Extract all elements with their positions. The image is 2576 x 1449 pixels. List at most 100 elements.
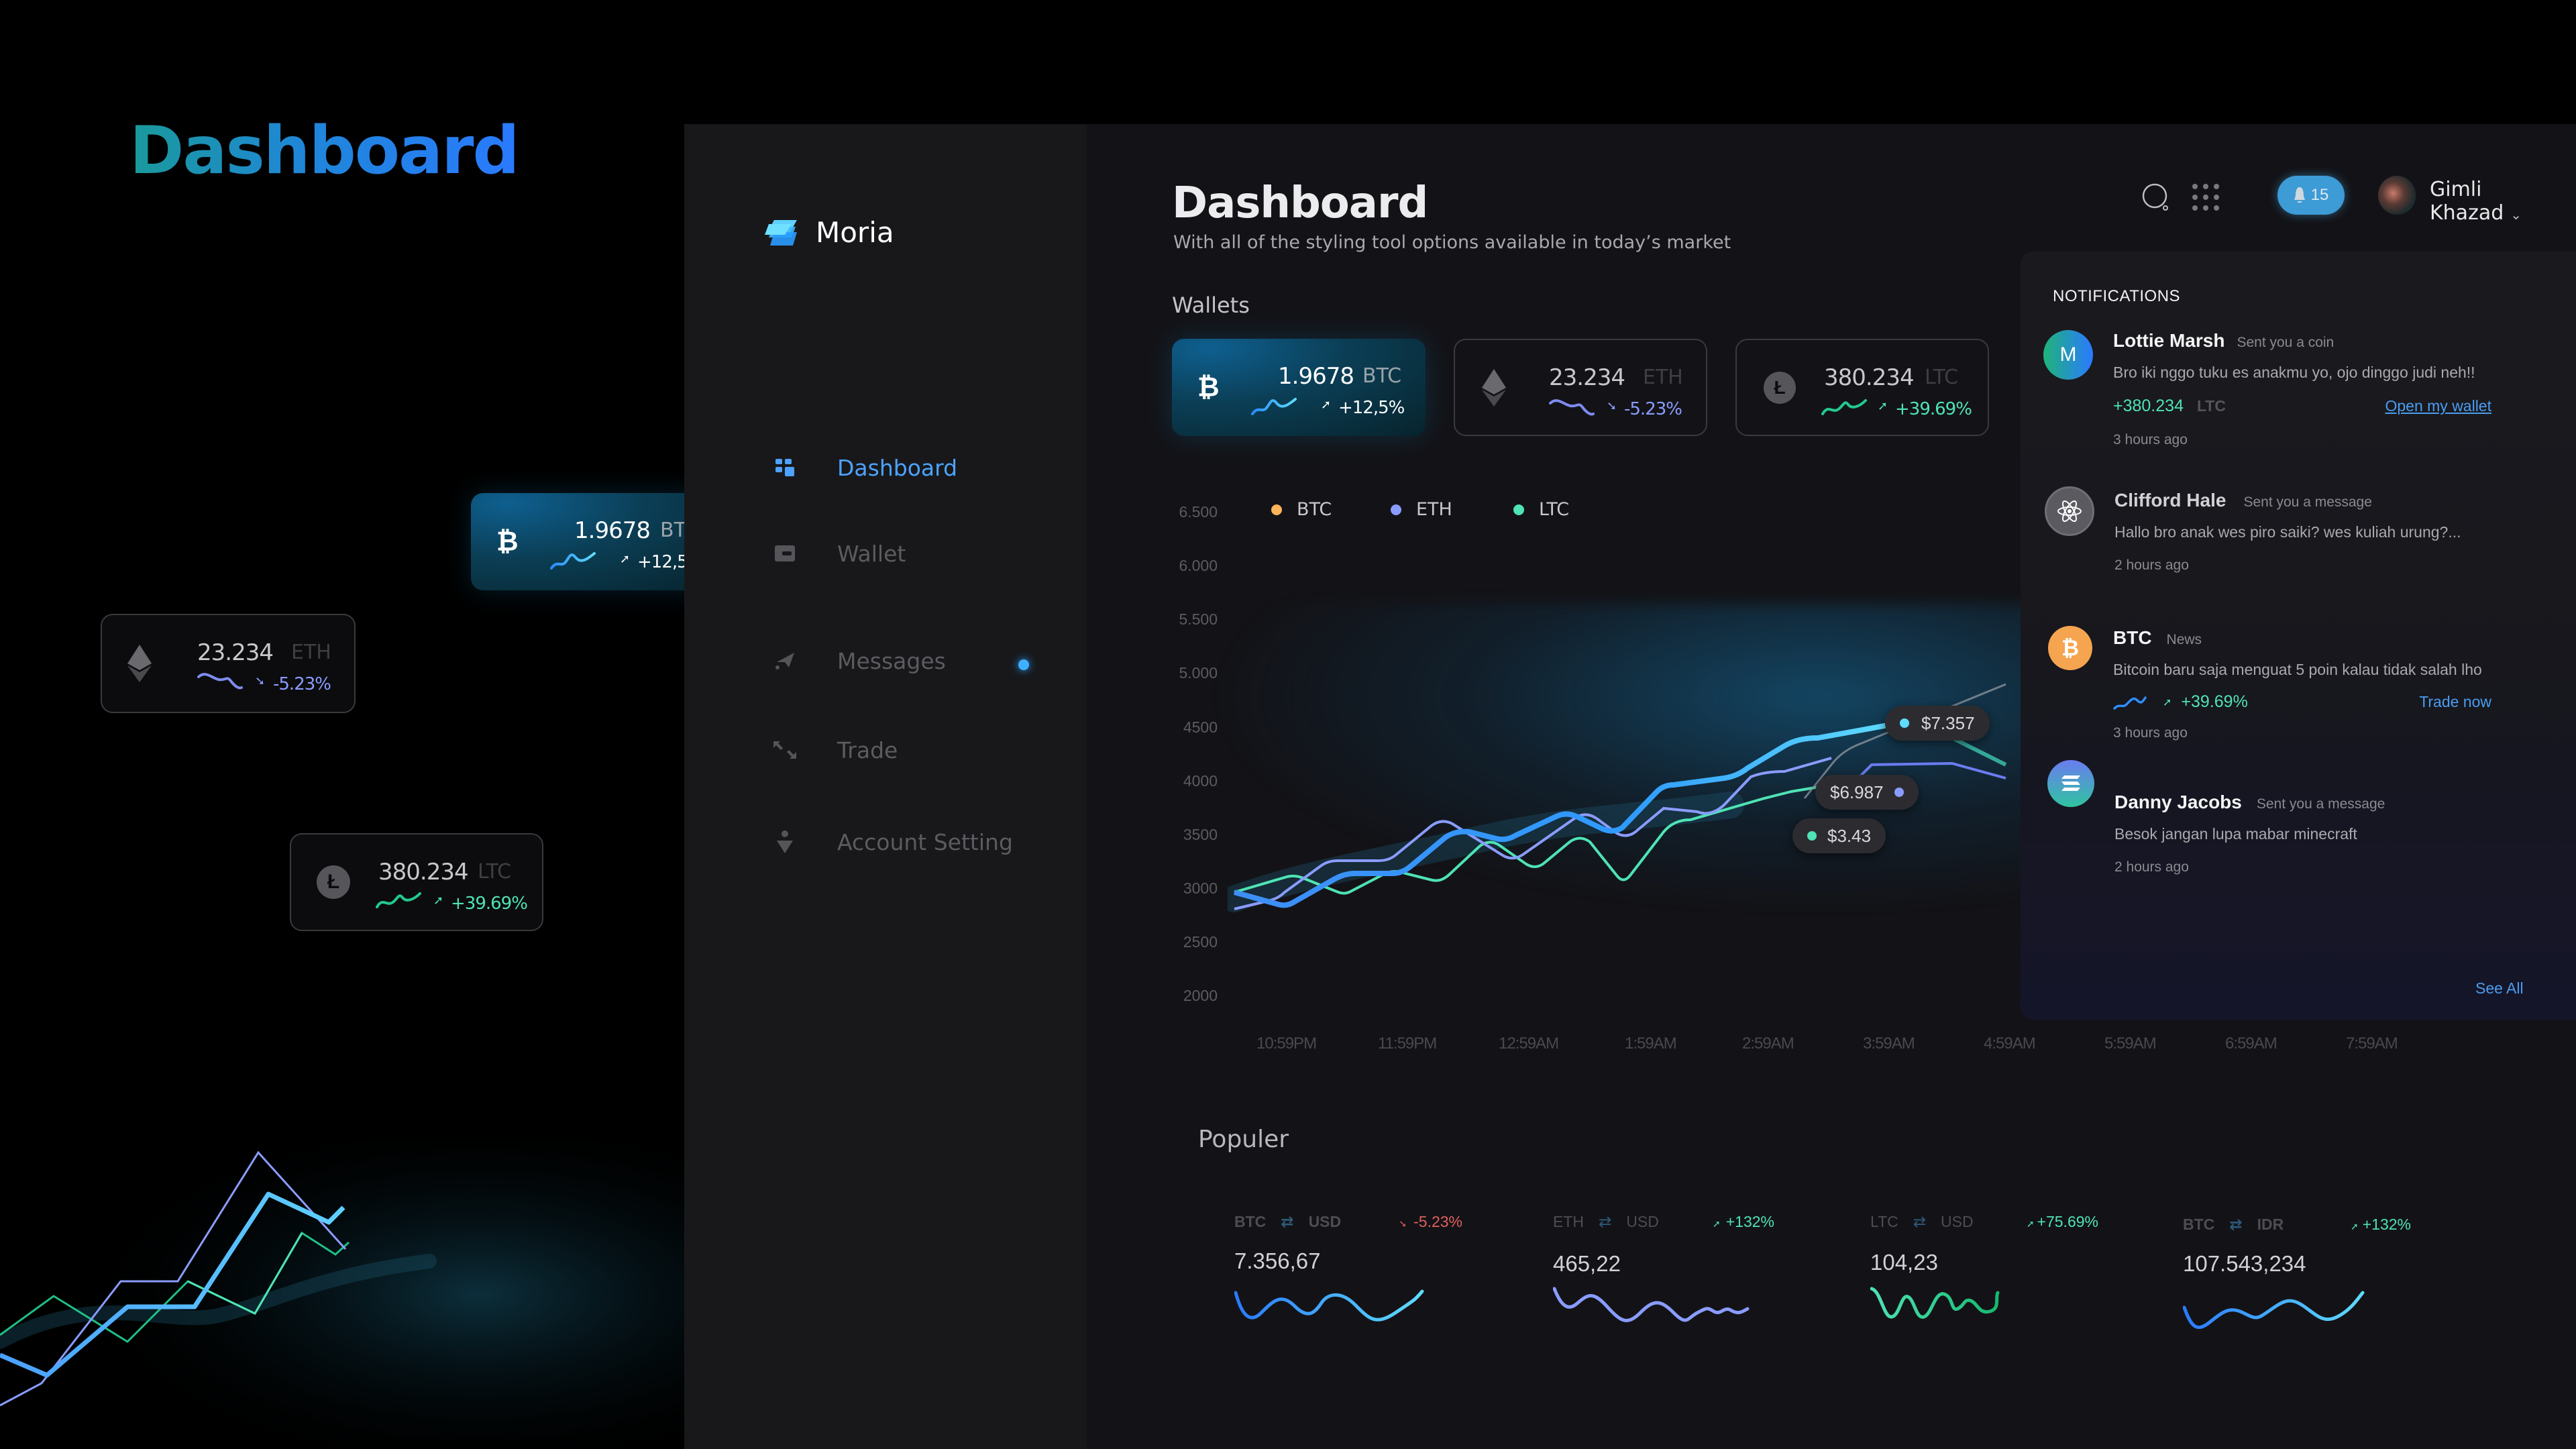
card-change: -5.23% <box>273 674 331 694</box>
litecoin-icon: Ł <box>1764 371 1796 404</box>
avatar[interactable] <box>2378 176 2416 215</box>
sidebar-item-messages[interactable]: Messages <box>771 641 1053 681</box>
pair-value: 465,22 <box>1553 1251 1621 1276</box>
see-all-link[interactable]: See All <box>2475 979 2524 997</box>
quote-currency: USD <box>1308 1213 1342 1230</box>
x-tick: 11:59PM <box>1378 1034 1437 1053</box>
litecoin-icon: Ł <box>317 865 350 899</box>
coin-symbol: LTC <box>2196 397 2226 415</box>
sidebar-item-wallet[interactable]: Wallet <box>771 533 1053 574</box>
search-icon[interactable] <box>2140 181 2174 215</box>
floating-card-eth[interactable]: 23.234 ETH ➘ -5.23% <box>101 614 356 713</box>
page-subtitle: With all of the styling tool options ava… <box>1173 232 1731 253</box>
wallet-icon <box>771 540 798 567</box>
y-tick: 2000 <box>1183 987 1218 1004</box>
notification-message: Bro iki nggo tuku es anakmu yo, ojo ding… <box>2113 364 2475 381</box>
x-tick: 3:59AM <box>1863 1034 1915 1053</box>
avatar: M <box>2043 330 2093 380</box>
sidebar-item-label: Messages <box>837 647 946 674</box>
swap-icon: ⇄ <box>1599 1213 1612 1230</box>
popular-pair-card[interactable]: LTC ⇄ USD ➚ +75.69% 104,23 <box>1870 1213 2098 1347</box>
popular-pair-card[interactable]: BTC ⇄ IDR ➚ +132% 107.543,234 <box>2182 1216 2411 1350</box>
notification-item[interactable]: Clifford Hale Sent you a message Hallo br… <box>2114 490 2544 574</box>
sparkline-icon <box>1821 399 1867 415</box>
base-currency: ETH <box>1553 1213 1584 1230</box>
popular-pair-card[interactable]: BTC ⇄ USD ➘ -5.23% 7.356,67 <box>1234 1213 1462 1347</box>
ethereum-icon <box>1482 368 1506 407</box>
sparkline-icon <box>1251 398 1297 415</box>
trade-now-link[interactable]: Trade now <box>2419 693 2491 710</box>
legend-ltc[interactable]: LTC <box>1513 499 1569 520</box>
x-tick: 1:59AM <box>1625 1034 1677 1053</box>
legend-btc[interactable]: BTC <box>1271 499 1332 520</box>
arrow-up-icon: ➚ <box>1713 1218 1721 1229</box>
sidebar-item-trade[interactable]: Trade <box>771 730 1053 770</box>
x-tick: 5:59AM <box>2104 1034 2157 1053</box>
legend-dot <box>1391 504 1401 515</box>
open-wallet-link[interactable]: Open my wallet <box>2385 397 2491 415</box>
tooltip-dot <box>1900 718 1909 728</box>
card-amount: 1.9678 <box>574 517 651 544</box>
sidebar-item-account-setting[interactable]: Account Setting <box>771 822 1053 862</box>
sender-name: BTC <box>2113 627 2152 648</box>
notifications-button[interactable]: 15 <box>2277 176 2345 215</box>
notification-item[interactable]: Lottie Marsh Sent you a coin Bro iki nggo… <box>2113 330 2542 448</box>
solana-coin-icon <box>2047 760 2094 807</box>
notification-action: News <box>2166 632 2202 647</box>
avatar-initial: M <box>2059 343 2077 366</box>
apps-grid-icon[interactable] <box>2191 182 2220 212</box>
sidebar-item-dashboard[interactable]: Dashboard <box>771 447 1053 488</box>
change-value: +75.69% <box>2037 1213 2098 1230</box>
y-tick: 3000 <box>1183 879 1218 897</box>
tooltip-value: $6.987 <box>1830 782 1884 802</box>
y-tick: 5.000 <box>1179 664 1218 682</box>
legend-label: BTC <box>1297 499 1332 520</box>
sparkline-icon <box>1552 1287 1750 1322</box>
sparkline-icon <box>1870 1287 2000 1319</box>
user-menu[interactable]: Gimli Khazad ⌄ <box>2430 178 2576 225</box>
notification-action: Sent you a coin <box>2237 335 2334 350</box>
sparkline-icon <box>1549 399 1595 416</box>
card-amount: 380.234 <box>378 859 469 885</box>
arrow-down-icon: ➘ <box>1399 1218 1407 1229</box>
y-tick: 3500 <box>1183 826 1218 843</box>
arrow-down-icon: ➘ <box>1607 399 1617 413</box>
tooltip-value: $7.357 <box>1921 712 1975 733</box>
sidebar <box>684 124 1087 1449</box>
base-currency: BTC <box>1234 1213 1267 1230</box>
notification-item[interactable]: BTC News Bitcoin baru saja menguat 5 poin… <box>2113 627 2542 741</box>
sender-name: Clifford Hale <box>2114 490 2226 511</box>
wallet-card-eth[interactable]: 23.234 ETH ➘ -5.23% <box>1454 339 1707 436</box>
arrow-up-icon: ➚ <box>620 552 631 566</box>
notification-item[interactable]: Danny Jacobs Sent you a message Besok jan… <box>2114 792 2544 875</box>
card-change: -5.23% <box>1624 399 1682 419</box>
arrow-up-icon: ➚ <box>1878 399 1888 413</box>
sidebar-item-label: Account Setting <box>837 828 1013 855</box>
base-currency: BTC <box>2183 1216 2215 1233</box>
notification-action: Sent you a message <box>2243 494 2372 510</box>
notification-message: Hallo bro anak wes piro saiki? wes kulia… <box>2114 523 2461 541</box>
swap-icon: ⇄ <box>1281 1213 1294 1230</box>
bitcoin-coin-icon: ₿ <box>2048 626 2092 670</box>
change-value: +132% <box>1725 1213 1774 1230</box>
base-currency: LTC <box>1870 1213 1898 1230</box>
hero-title: Dashboard <box>129 113 520 189</box>
sender-name: Lottie Marsh <box>2113 330 2225 351</box>
legend-eth[interactable]: ETH <box>1391 499 1452 520</box>
sparkline-icon <box>2113 696 2147 710</box>
popular-pair-card[interactable]: ETH ⇄ USD ➚ +132% 465,22 <box>1552 1213 1781 1347</box>
user-name: Gimli Khazad <box>2430 178 2504 225</box>
wallets-label: Wallets <box>1172 292 1250 318</box>
y-tick: 4500 <box>1183 718 1218 736</box>
chevron-down-icon: ⌄ <box>2510 207 2522 223</box>
pair-value: 7.356,67 <box>1234 1248 1321 1273</box>
wallet-card-btc[interactable]: ₿ 1.9678 BTC ➚ +12,5% <box>1172 339 1426 436</box>
send-icon <box>771 647 798 674</box>
arrow-down-icon: ➘ <box>255 674 266 688</box>
trade-arrows-icon <box>771 737 798 763</box>
floating-card-ltc[interactable]: Ł 380.234 LTC ➚ +39.69% <box>290 833 543 931</box>
bell-icon <box>2294 187 2305 203</box>
wallet-card-ltc[interactable]: Ł 380.234 LTC ➚ +39.69% <box>1735 339 1989 436</box>
card-symbol: BTC <box>1362 364 1402 388</box>
x-tick: 12:59AM <box>1499 1034 1559 1053</box>
